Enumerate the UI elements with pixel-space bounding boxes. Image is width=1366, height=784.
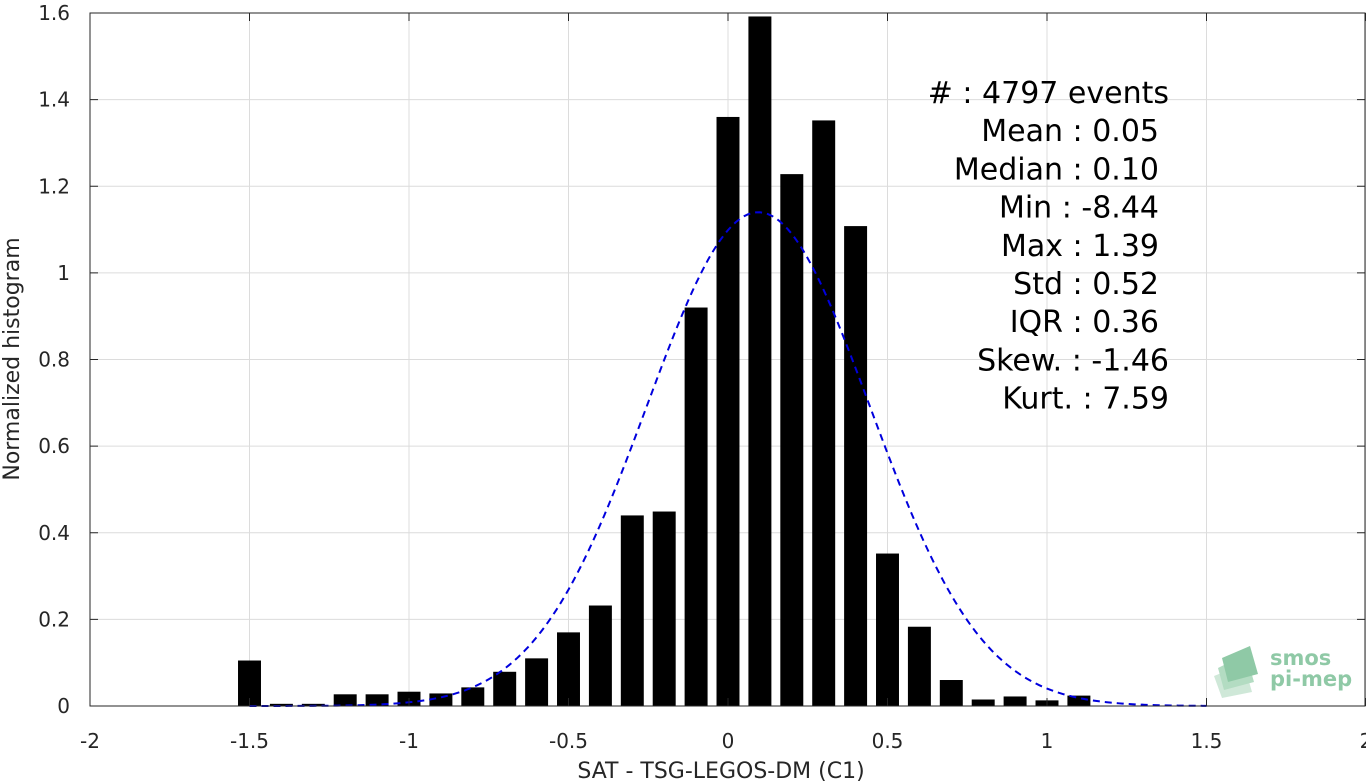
histogram-bar (684, 307, 708, 706)
histogram-bar (365, 694, 389, 706)
histogram-bar (971, 699, 995, 706)
stat-line: Std : 0.52 (1013, 267, 1159, 302)
histogram-bar (269, 703, 293, 706)
y-tick-labels: 0 0.2 0.4 0.6 0.8 1 1.2 1.4 1.6 (38, 1, 70, 718)
stat-line: Max : 1.39 (1001, 229, 1159, 264)
histogram-bar (493, 671, 517, 706)
stat-line: Skew. : -1.46 (977, 343, 1169, 378)
y-tick-label: 0 (57, 694, 70, 718)
axis-ticks (89, 12, 1366, 707)
x-tick-label: 1.5 (1191, 729, 1223, 753)
histogram-bar (238, 660, 261, 706)
x-tick-label: 0 (722, 729, 735, 753)
histogram-bar (525, 658, 549, 706)
histogram-bar (907, 626, 931, 706)
stat-line: # : 4797 events (928, 76, 1169, 111)
y-tick-label: 1.4 (38, 88, 70, 112)
histogram-bar (716, 116, 740, 706)
y-axis-label: Normalized histogram (0, 237, 25, 480)
histogram-bar (1003, 696, 1027, 706)
stat-line: IQR : 0.36 (1010, 305, 1159, 340)
x-tick-label: 1 (1041, 729, 1054, 753)
logo-layer-icon (1222, 646, 1258, 682)
stat-line: Kurt. : 7.59 (1002, 382, 1169, 417)
logo-text-line2: pi-mep (1270, 667, 1352, 691)
smos-pimep-logo: smos pi-mep (1214, 646, 1352, 698)
histogram-bar (620, 515, 644, 706)
histogram-bar (939, 680, 963, 706)
stat-line: Median : 0.10 (954, 152, 1159, 187)
y-tick-label: 0.6 (38, 434, 70, 458)
stat-line: Mean : 0.05 (981, 114, 1159, 149)
histogram-bar (812, 120, 836, 707)
histogram-bar (876, 553, 899, 706)
y-tick-label: 1 (57, 261, 70, 285)
histogram-bar (748, 16, 772, 706)
x-tick-label: -1 (399, 729, 419, 753)
histogram-bar (844, 226, 868, 706)
histogram-bar (1067, 695, 1091, 706)
histogram-bar (461, 687, 485, 706)
x-tick-label: -1.5 (230, 729, 269, 753)
stat-line: Min : -8.44 (999, 191, 1159, 226)
y-tick-label: 0.4 (38, 521, 70, 545)
y-tick-label: 1.6 (38, 1, 70, 25)
histogram-bar (588, 605, 612, 706)
y-tick-label: 1.2 (38, 174, 70, 198)
y-tick-label: 0.2 (38, 607, 70, 631)
x-tick-label: 0.5 (872, 729, 904, 753)
x-tick-label: 2 (1360, 729, 1366, 753)
x-tick-labels: -2 -1.5 -1 -0.5 0 0.5 1 1.5 2 (80, 729, 1366, 753)
x-tick-label: -0.5 (549, 729, 588, 753)
histogram-bar (780, 174, 804, 706)
histogram-bars (238, 16, 1091, 707)
histogram-bar (333, 694, 357, 706)
y-tick-label: 0.8 (38, 348, 70, 372)
x-tick-label: -2 (80, 729, 100, 753)
histogram-bar (557, 632, 580, 706)
x-axis-label: SAT - TSG-LEGOS-DM (C1) (577, 759, 864, 784)
logo-text-line1: smos (1270, 646, 1331, 670)
histogram-bar (652, 511, 676, 706)
